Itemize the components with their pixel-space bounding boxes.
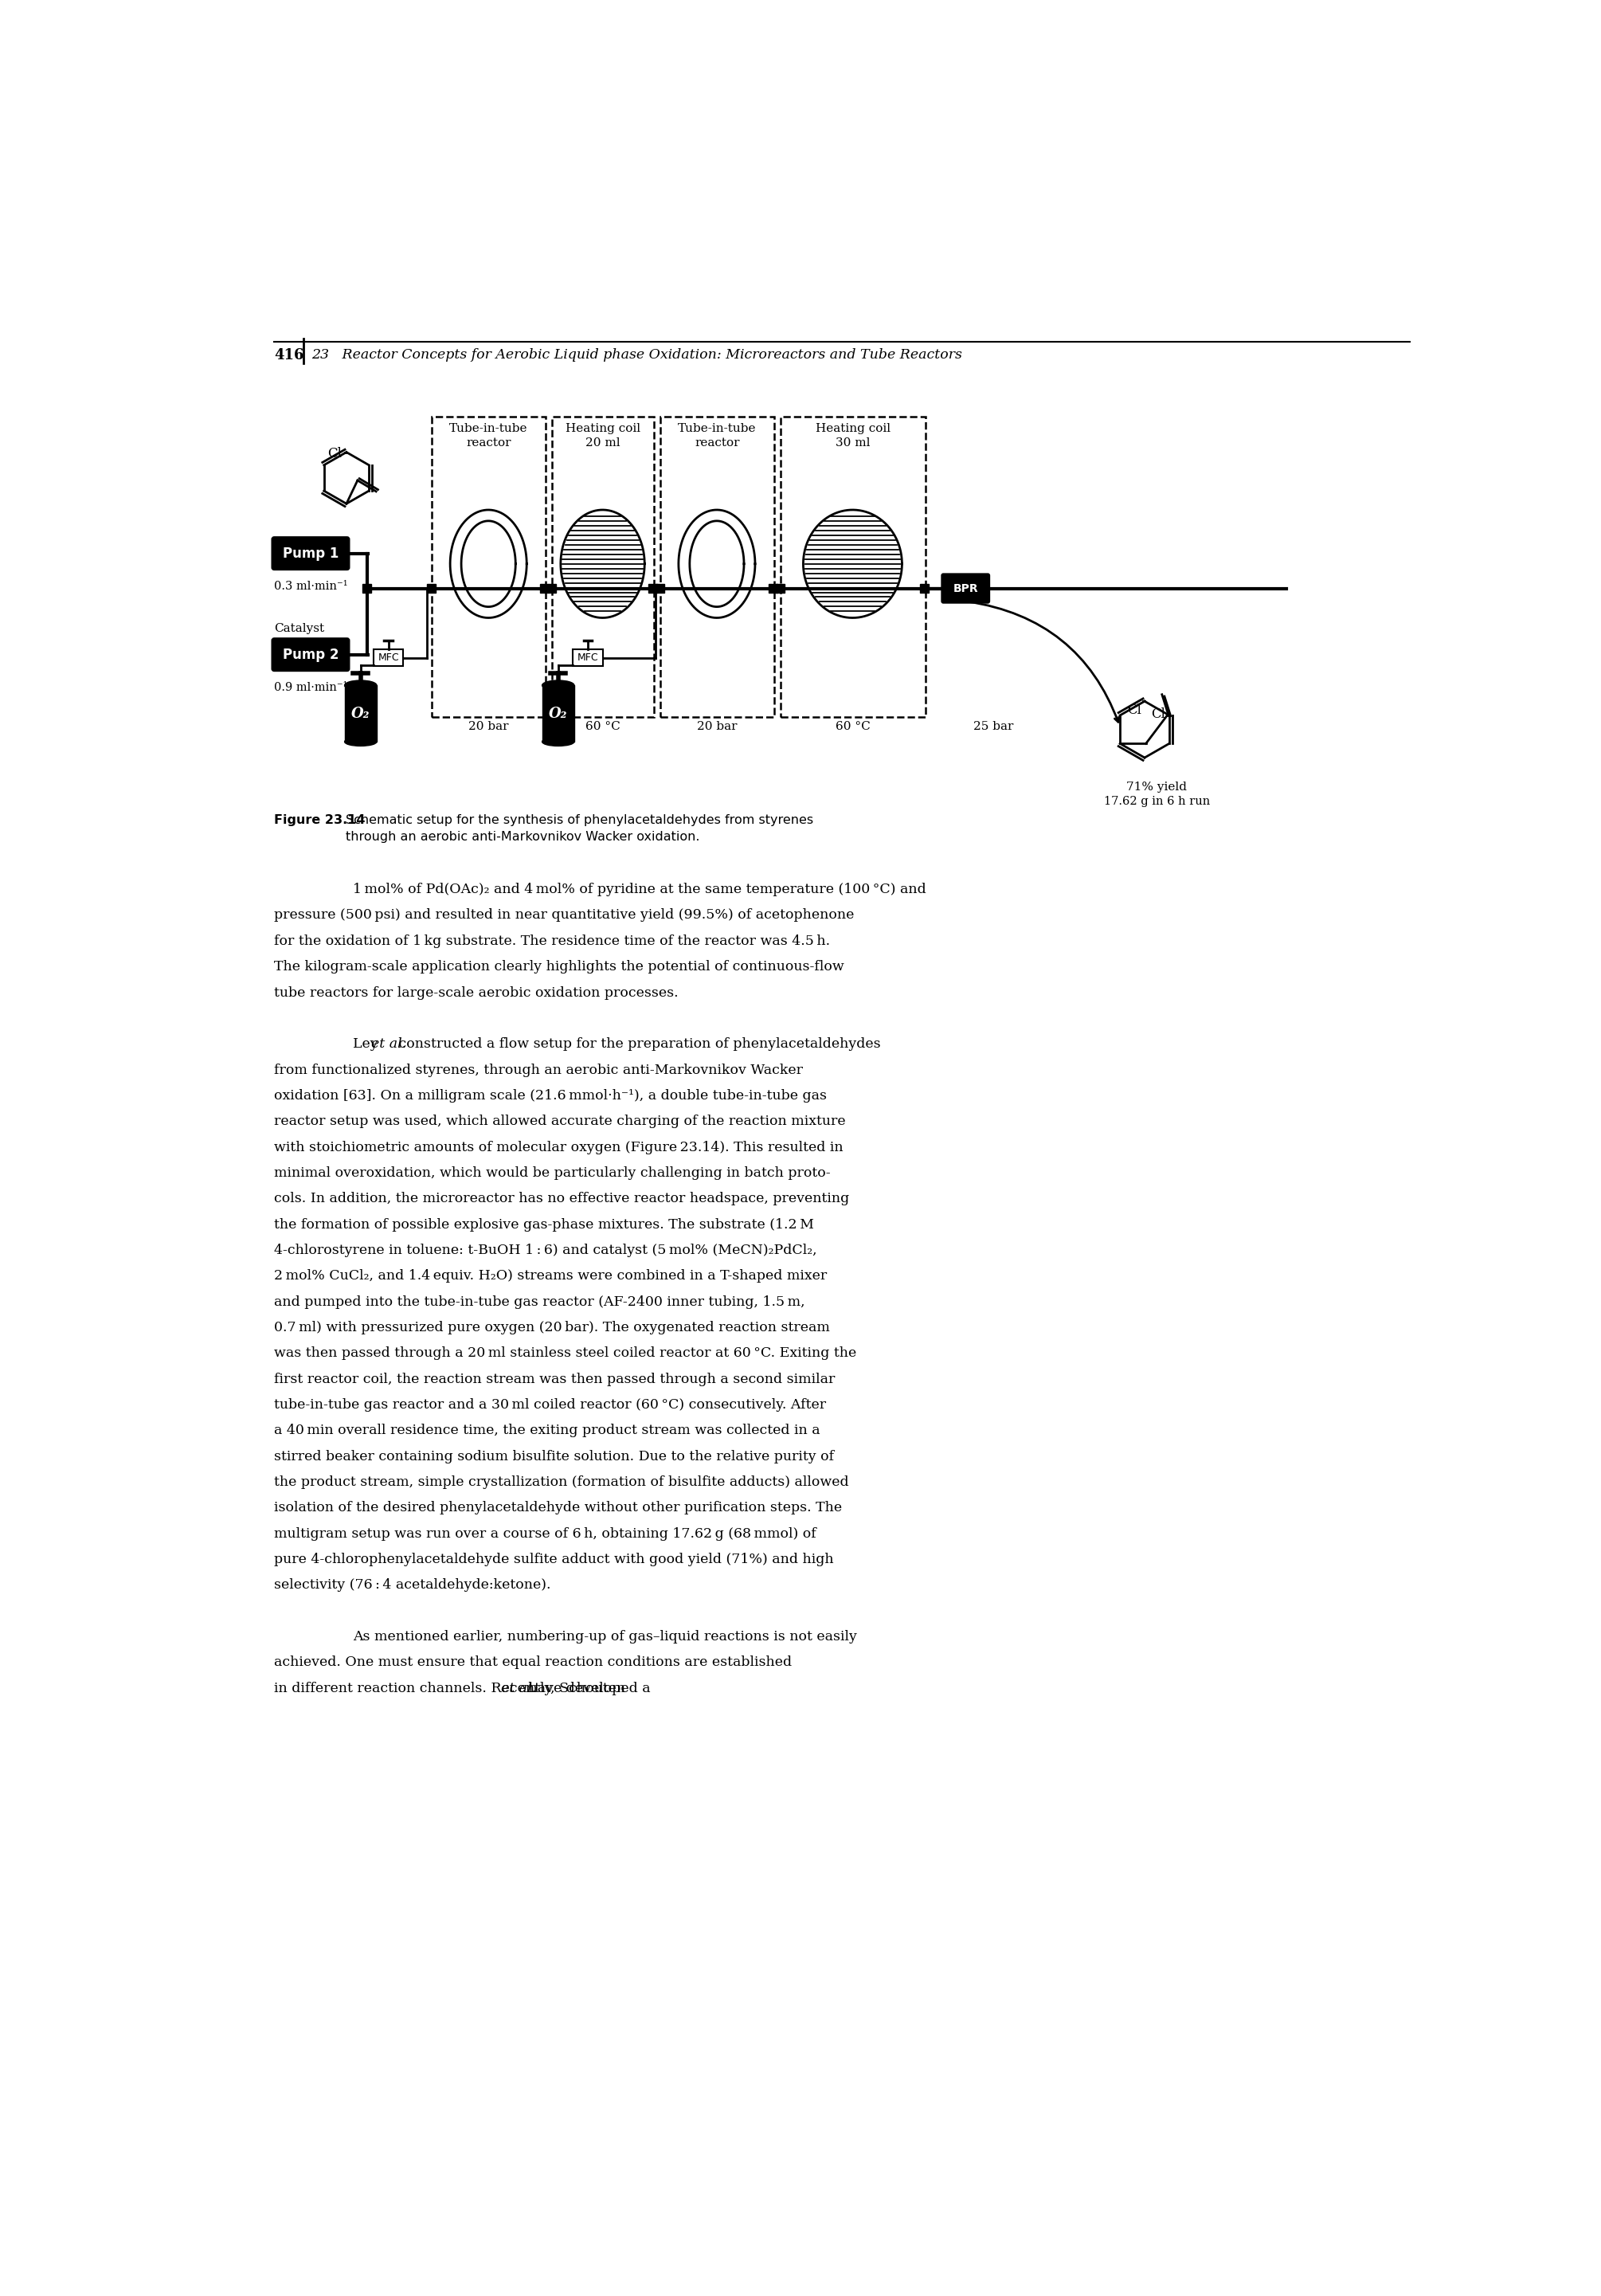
Text: and pumped into the tube-in-tube gas reactor (AF-2400 inner tubing, 1.5 m,: and pumped into the tube-in-tube gas rea… (274, 1295, 805, 1309)
Text: Heating coil
30 ml: Heating coil 30 ml (815, 422, 890, 448)
Bar (432, 416, 546, 716)
Text: 71% yield: 71% yield (1127, 781, 1188, 792)
Text: 60 °C: 60 °C (836, 721, 869, 732)
Text: 17.62 g in 6 h run: 17.62 g in 6 h run (1103, 797, 1210, 806)
Text: was then passed through a 20 ml stainless steel coiled reactor at 60 °C. Exiting: was then passed through a 20 ml stainles… (274, 1345, 857, 1359)
FancyBboxPatch shape (941, 574, 989, 604)
Text: O₂: O₂ (351, 707, 370, 721)
Text: Figure 23.14: Figure 23.14 (274, 815, 365, 827)
Text: Ley: Ley (354, 1038, 383, 1052)
Text: 416: 416 (274, 349, 304, 363)
Text: isolation of the desired phenylacetaldehyde without other purification steps. Th: isolation of the desired phenylacetaldeh… (274, 1502, 842, 1515)
Bar (344, 684, 376, 742)
FancyBboxPatch shape (272, 537, 349, 569)
Bar (660, 416, 775, 716)
Text: 1 mol% of Pd(OAc)₂ and 4 mol% of pyridine at the same temperature (100 °C) and: 1 mol% of Pd(OAc)₂ and 4 mol% of pyridin… (354, 884, 927, 895)
Text: 60 °C: 60 °C (586, 721, 620, 732)
Bar (548, 583, 556, 592)
Text: The kilogram-scale application clearly highlights the potential of continuous-fl: The kilogram-scale application clearly h… (274, 960, 844, 974)
Bar (543, 684, 575, 742)
Text: tube-in-tube gas reactor and a 30 ml coiled reactor (60 °C) consecutively. After: tube-in-tube gas reactor and a 30 ml coi… (274, 1398, 826, 1412)
Text: Tube-in-tube
reactor: Tube-in-tube reactor (450, 422, 528, 448)
Text: 2 mol% CuCl₂, and 1.4 equiv. H₂O) streams were combined in a T-shaped mixer: 2 mol% CuCl₂, and 1.4 equiv. H₂O) stream… (274, 1270, 828, 1283)
Text: pressure (500 psi) and resulted in near quantitative yield (99.5%) of acetopheno: pressure (500 psi) and resulted in near … (274, 909, 855, 923)
Bar (768, 583, 778, 592)
Text: MFC: MFC (378, 652, 399, 664)
FancyBboxPatch shape (272, 638, 349, 670)
Bar (540, 583, 548, 592)
Text: 0.7 ml) with pressurized pure oxygen (20 bar). The oxygenated reaction stream: 0.7 ml) with pressurized pure oxygen (20… (274, 1320, 829, 1334)
Text: 20 bar: 20 bar (696, 721, 736, 732)
Text: have developed a: have developed a (525, 1681, 650, 1694)
Text: 20 bar: 20 bar (469, 721, 509, 732)
Text: achieved. One must ensure that equal reaction conditions are established: achieved. One must ensure that equal rea… (274, 1655, 792, 1669)
Text: O₂: O₂ (549, 707, 567, 721)
Text: with stoichiometric amounts of molecular oxygen (Figure 23.14). This resulted in: with stoichiometric amounts of molecular… (274, 1141, 844, 1155)
Text: As mentioned earlier, numbering-up of gas–liquid reactions is not easily: As mentioned earlier, numbering-up of ga… (354, 1630, 857, 1644)
Text: reactor setup was used, which allowed accurate charging of the reaction mixture: reactor setup was used, which allowed ac… (274, 1114, 845, 1127)
Text: the formation of possible explosive gas-phase mixtures. The substrate (1.2 M: the formation of possible explosive gas-… (274, 1217, 815, 1231)
Text: in different reaction channels. Recently, Schouten: in different reaction channels. Recently… (274, 1681, 629, 1694)
Bar (780, 416, 925, 716)
Text: Heating coil
20 ml: Heating coil 20 ml (565, 422, 640, 448)
Text: 23   Reactor Concepts for Aerobic Liquid phase Oxidation: Microreactors and Tube: 23 Reactor Concepts for Aerobic Liquid p… (311, 349, 962, 360)
Text: oxidation [63]. On a milligram scale (21.6 mmol·h⁻¹), a double tube-in-tube gas: oxidation [63]. On a milligram scale (21… (274, 1088, 828, 1102)
Text: Cl: Cl (1127, 703, 1142, 716)
Bar (656, 583, 664, 592)
Text: multigram setup was run over a course of 6 h, obtaining 17.62 g (68 mmol) of: multigram setup was run over a course of… (274, 1527, 817, 1541)
Text: et al.: et al. (371, 1038, 407, 1052)
Text: Cl: Cl (1151, 707, 1166, 721)
Text: constructed a flow setup for the preparation of phenylacetaldehydes: constructed a flow setup for the prepara… (394, 1038, 881, 1052)
Text: 25 bar: 25 bar (973, 721, 1013, 732)
Ellipse shape (344, 680, 376, 691)
Text: 4-chlorostyrene in toluene: t-BuOH 1 : 6) and catalyst (5 mol% (MeCN)₂PdCl₂,: 4-chlorostyrene in toluene: t-BuOH 1 : 6… (274, 1244, 817, 1258)
Text: Catalyst: Catalyst (274, 622, 325, 634)
Text: from functionalized styrenes, through an aerobic anti-Markovnikov Wacker: from functionalized styrenes, through an… (274, 1063, 804, 1077)
Bar (552, 416, 653, 716)
Text: Cl: Cl (327, 448, 341, 459)
Ellipse shape (344, 737, 376, 746)
Text: the product stream, simple crystallization (formation of bisulfite adducts) allo: the product stream, simple crystallizati… (274, 1476, 849, 1488)
Text: first reactor coil, the reaction stream was then passed through a second similar: first reactor coil, the reaction stream … (274, 1373, 836, 1387)
Text: MFC: MFC (578, 652, 599, 664)
Text: Pump 1: Pump 1 (283, 546, 339, 560)
Text: 0.3 ml·min⁻¹: 0.3 ml·min⁻¹ (274, 581, 347, 592)
Bar (776, 583, 784, 592)
Text: selectivity (76 : 4 acetaldehyde:ketone).: selectivity (76 : 4 acetaldehyde:ketone)… (274, 1577, 551, 1591)
Bar (573, 650, 602, 666)
Text: Tube-in-tube
reactor: Tube-in-tube reactor (677, 422, 756, 448)
Text: Pump 2: Pump 2 (282, 647, 339, 661)
Ellipse shape (543, 680, 575, 691)
Bar (373, 650, 403, 666)
Text: cols. In addition, the microreactor has no effective reactor headspace, preventi: cols. In addition, the microreactor has … (274, 1192, 850, 1205)
Bar (362, 583, 371, 592)
Text: stirred beaker containing sodium bisulfite solution. Due to the relative purity : stirred beaker containing sodium bisulfi… (274, 1449, 834, 1463)
Text: et al.: et al. (501, 1681, 536, 1694)
Text: a 40 min overall residence time, the exiting product stream was collected in a: a 40 min overall residence time, the exi… (274, 1424, 820, 1437)
Text: Schematic setup for the synthesis of phenylacetaldehydes from styrenes
through a: Schematic setup for the synthesis of phe… (346, 815, 813, 843)
Bar (427, 583, 435, 592)
Text: BPR: BPR (953, 583, 978, 595)
Bar (648, 583, 656, 592)
Ellipse shape (543, 737, 575, 746)
Text: pure 4-chlorophenylacetaldehyde sulfite adduct with good yield (71%) and high: pure 4-chlorophenylacetaldehyde sulfite … (274, 1552, 834, 1566)
Text: minimal overoxidation, which would be particularly challenging in batch proto-: minimal overoxidation, which would be pa… (274, 1166, 831, 1180)
Text: tube reactors for large-scale aerobic oxidation processes.: tube reactors for large-scale aerobic ox… (274, 985, 679, 999)
Text: 0.9 ml·min⁻¹: 0.9 ml·min⁻¹ (274, 682, 347, 693)
Text: for the oxidation of 1 kg substrate. The residence time of the reactor was 4.5 h: for the oxidation of 1 kg substrate. The… (274, 934, 831, 948)
Bar (921, 583, 929, 592)
